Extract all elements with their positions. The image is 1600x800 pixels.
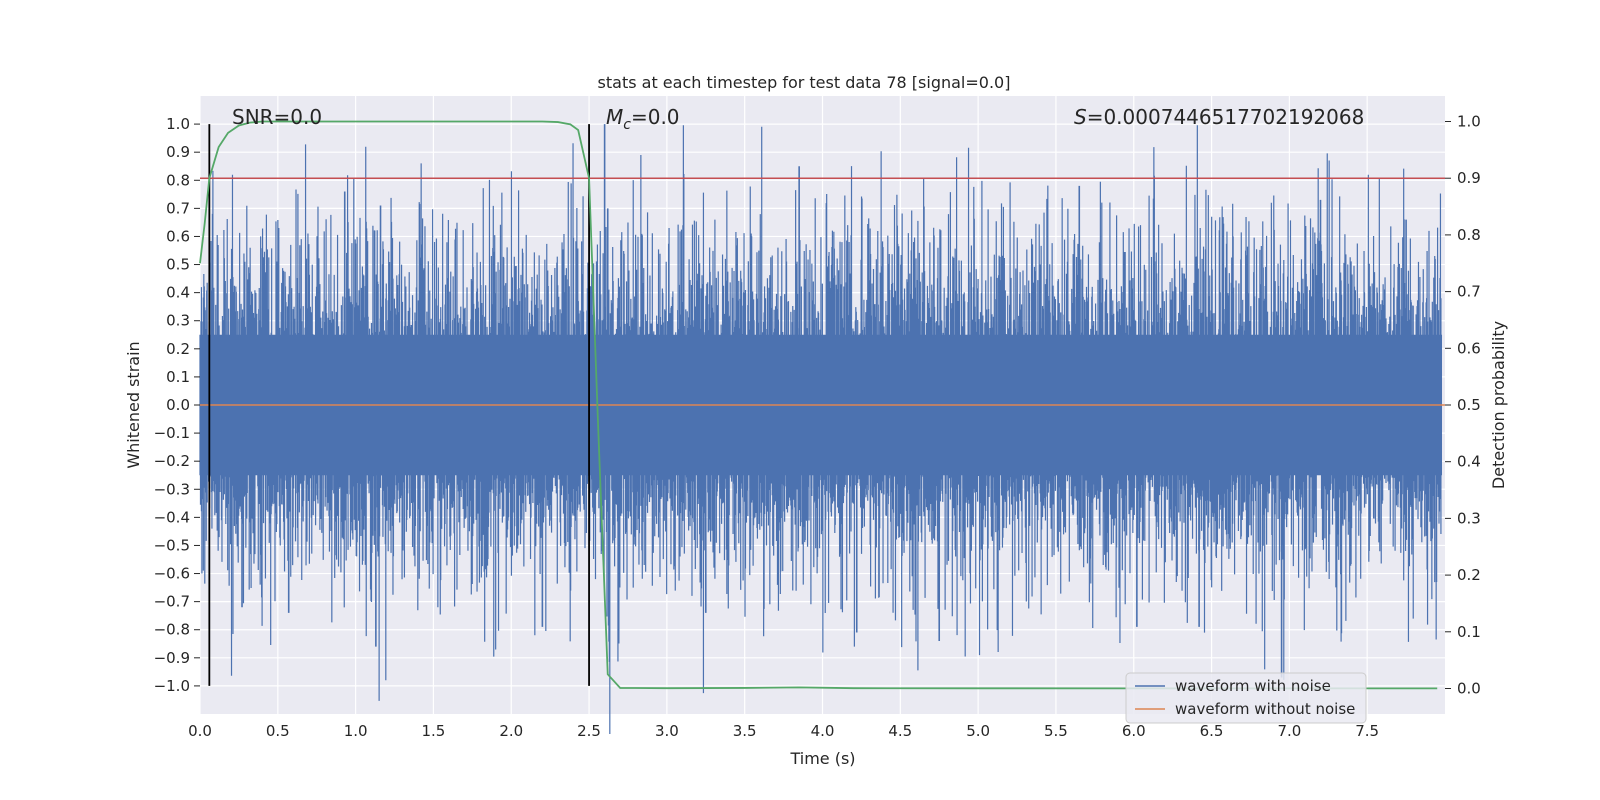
y-tick-label: −0.3 (154, 480, 190, 498)
score-value: =0.0007446517702192068 (1087, 105, 1365, 129)
score-symbol: S (1074, 105, 1087, 129)
y-tick-label: −0.4 (154, 508, 190, 526)
chirp-mass-value: =0.0 (631, 105, 680, 129)
x-tick-label: 7.0 (1277, 722, 1301, 740)
y2-tick-label: 0.9 (1457, 169, 1481, 187)
y2-tick-label: 0.5 (1457, 396, 1481, 414)
y-tick-label: 0.7 (166, 199, 190, 217)
chart-title: stats at each timestep for test data 78 … (598, 73, 1011, 92)
y-axis-ticks: 1.0 0.9 0.8 0.7 0.6 0.5 0.4 0.3 0.2 0.1 0.0 −0.1 −0.… (154, 115, 200, 695)
y2-tick-label: 0.3 (1457, 509, 1481, 527)
x-tick-label: 5.0 (966, 722, 990, 740)
y-axis-label: Whitened strain (124, 341, 143, 468)
legend: waveform with noise waveform without noi… (1125, 672, 1367, 724)
x-tick-label: 5.5 (1044, 722, 1068, 740)
x-tick-label: 4.0 (811, 722, 835, 740)
y-tick-label: 0.9 (166, 143, 190, 161)
y-tick-label: −0.6 (154, 565, 190, 583)
y-tick-label: 0.8 (166, 171, 190, 189)
y-tick-label: −0.8 (154, 621, 190, 639)
legend-label-noise: waveform with noise (1175, 677, 1331, 695)
x-tick-label: 3.5 (733, 722, 757, 740)
x-tick-label: 3.0 (655, 722, 679, 740)
snr-annotation: SNR=0.0 (232, 105, 322, 129)
y-tick-label: −0.5 (154, 536, 190, 554)
y-tick-label: −0.7 (154, 593, 190, 611)
y2-tick-label: 1.0 (1457, 113, 1481, 131)
y2-tick-label: 0.8 (1457, 226, 1481, 244)
x-tick-label: 6.5 (1200, 722, 1224, 740)
chirp-mass-annotation: Mc=0.0 (606, 105, 680, 133)
y-tick-label: 0.5 (166, 256, 190, 274)
y-tick-label: 0.0 (166, 396, 190, 414)
y2-tick-label: 0.0 (1457, 679, 1481, 697)
y-tick-label: −0.1 (154, 424, 190, 442)
y2-tick-label: 0.6 (1457, 339, 1481, 357)
y-tick-label: −1.0 (154, 677, 190, 695)
y2-tick-label: 0.7 (1457, 283, 1481, 301)
legend-box (1125, 672, 1367, 724)
x-tick-label: 2.0 (499, 722, 523, 740)
chirp-mass-subscript: c (623, 117, 631, 133)
x-tick-label: 6.0 (1122, 722, 1146, 740)
x-tick-label: 1.0 (344, 722, 368, 740)
y-tick-label: 1.0 (166, 115, 190, 133)
y-tick-label: −0.2 (154, 452, 190, 470)
marker-lines (208, 124, 590, 686)
x-tick-label: 4.5 (888, 722, 912, 740)
y2-tick-label: 0.2 (1457, 566, 1481, 584)
y-tick-label: 0.2 (166, 340, 190, 358)
y-tick-label: 0.1 (166, 368, 190, 386)
detection-probability-line (199, 120, 1438, 690)
x-tick-label: 7.5 (1355, 722, 1379, 740)
y-tick-label: −0.9 (154, 649, 190, 667)
score-annotation: S=0.0007446517702192068 (1074, 105, 1364, 129)
chirp-mass-symbol: M (606, 105, 623, 129)
legend-label-clean: waveform without noise (1175, 700, 1355, 718)
y-tick-label: 0.3 (166, 312, 190, 330)
x-axis-ticks: 0.0 0.5 1.0 1.5 2.0 2.5 3.0 3.5 4.0 4.5 5.0 5.5 6.0 6… (188, 722, 1379, 740)
x-tick-label: 0.0 (188, 722, 212, 740)
y2-tick-label: 0.1 (1457, 623, 1481, 641)
y2-tick-label: 0.4 (1457, 453, 1481, 471)
y2-axis-ticks: 1.0 0.9 0.8 0.7 0.6 0.5 0.4 0.3 0.2 0.1 0.0 (1445, 113, 1481, 697)
x-tick-label: 2.5 (577, 722, 601, 740)
x-axis-label: Time (s) (789, 749, 855, 768)
x-tick-label: 1.5 (422, 722, 446, 740)
y2-axis-label: Detection probability (1489, 321, 1508, 489)
x-tick-label: 0.5 (266, 722, 290, 740)
y-tick-label: 0.6 (166, 227, 190, 245)
y-tick-label: 0.4 (166, 284, 190, 302)
